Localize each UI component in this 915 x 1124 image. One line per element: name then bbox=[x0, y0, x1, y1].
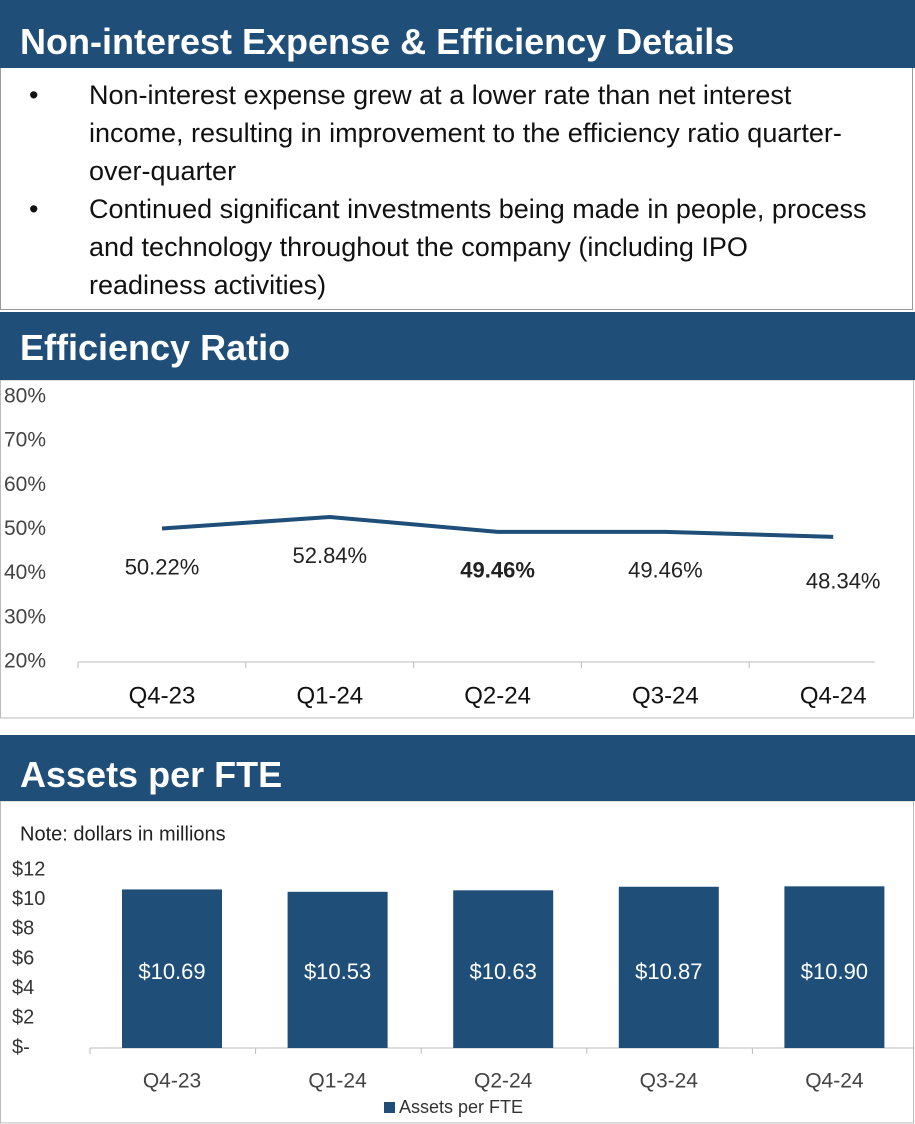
y-tick-label: $12 bbox=[12, 858, 45, 880]
y-tick-label: $6 bbox=[12, 947, 34, 969]
note: Note: dollars in millions bbox=[20, 823, 226, 845]
data-label: $10.53 bbox=[304, 959, 371, 984]
x-tick-label: Q2-24 bbox=[474, 1070, 533, 1093]
chart-title: Efficiency Ratio bbox=[0, 312, 915, 380]
y-tick-label: $- bbox=[12, 1036, 30, 1058]
bar bbox=[453, 890, 554, 1048]
x-tick-label: Q1-24 bbox=[308, 1070, 367, 1093]
data-label: $10.63 bbox=[470, 959, 537, 984]
data-label: 48.34% bbox=[806, 569, 881, 594]
x-tick-label: Q4-23 bbox=[129, 682, 196, 709]
data-label: 52.84% bbox=[292, 543, 367, 568]
bullet-list: Non-interest expense grew at a lower rat… bbox=[1, 76, 912, 304]
x-tick-label: Q4-24 bbox=[800, 682, 867, 709]
bar bbox=[618, 886, 719, 1048]
bar-chart: Note: dollars in millions $- $2 $4 $6 $8 $10 $… bbox=[0, 801, 914, 1124]
chart-title: Assets per FTE bbox=[0, 735, 915, 801]
y-tick-label: 70% bbox=[4, 429, 46, 452]
line-chart: 20% 30% 40% 50% 60% 70% 80% 50.22% Q4-23 52.84% Q1… bbox=[0, 380, 914, 719]
x-tick-label: Q3-24 bbox=[632, 682, 699, 709]
bullet-box: Non-interest expense grew at a lower rat… bbox=[0, 68, 913, 310]
bullet: Continued significant investments being … bbox=[1, 190, 912, 304]
y-tick-label: 30% bbox=[4, 605, 46, 628]
data-label: $10.87 bbox=[635, 959, 702, 984]
x-tick-label: Q2-24 bbox=[464, 682, 531, 709]
y-tick-label: $4 bbox=[12, 977, 34, 999]
chart-frame bbox=[0, 801, 914, 1124]
y-tick-label: 80% bbox=[4, 385, 46, 408]
y-tick-label: 50% bbox=[4, 517, 46, 540]
y-tick-label: $2 bbox=[12, 1007, 34, 1029]
y-tick-label: 60% bbox=[4, 473, 46, 496]
slide-title: Non-interest Expense & Efficiency Detail… bbox=[0, 0, 915, 68]
data-label: $10.90 bbox=[801, 959, 868, 984]
data-label: 49.46% bbox=[628, 558, 703, 583]
x-tick-label: Q4-23 bbox=[143, 1070, 201, 1093]
line bbox=[161, 514, 834, 539]
y-tick-label: $10 bbox=[12, 888, 45, 910]
legend-swatch bbox=[384, 1102, 395, 1113]
data-label: $10.69 bbox=[138, 959, 205, 984]
chart-frame bbox=[0, 380, 914, 719]
x-tick-label: Q4-24 bbox=[805, 1070, 864, 1093]
bar bbox=[784, 886, 885, 1048]
bullet: Non-interest expense grew at a lower rat… bbox=[1, 76, 912, 190]
y-tick-label: 40% bbox=[4, 561, 46, 584]
legend-label: Assets per FTE bbox=[399, 1097, 523, 1117]
bar bbox=[122, 889, 222, 1048]
x-tick-label: Q1-24 bbox=[296, 682, 363, 709]
bar bbox=[287, 891, 388, 1048]
y-tick-label: $8 bbox=[12, 918, 34, 940]
data-label: 49.46% bbox=[460, 558, 535, 583]
data-label: 50.22% bbox=[125, 554, 200, 579]
x-tick-label: Q3-24 bbox=[640, 1070, 699, 1093]
y-tick-label: 20% bbox=[4, 650, 46, 673]
